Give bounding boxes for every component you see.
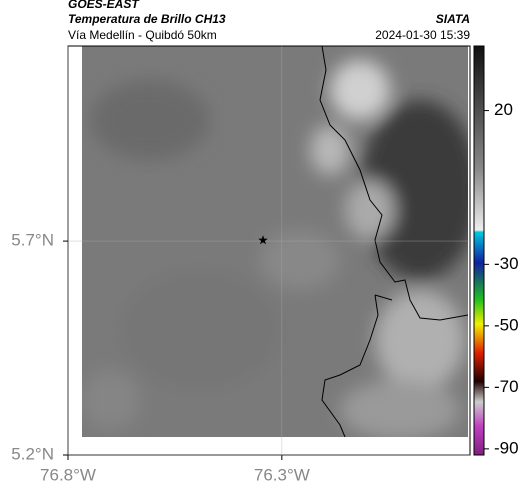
x-tick-label: 76.8°W <box>40 465 96 484</box>
y-tick-label: 5.2°N <box>11 444 54 463</box>
x-tick-label: 76.3°W <box>254 465 310 484</box>
location-marker <box>258 235 268 245</box>
colorbar-tick-label: -90 <box>494 438 519 457</box>
colorbar <box>473 45 485 456</box>
subtitle: Vía Medellín - Quibdó 50km <box>68 28 217 42</box>
colorbar-tick-label: -70 <box>494 377 519 396</box>
source: GOES-EAST <box>68 0 140 11</box>
agency: SIATA <box>436 12 470 26</box>
colorbar-tick-label: 20 <box>494 100 513 119</box>
colorbar-tick-label: -30 <box>494 254 519 273</box>
datetime: 2024-01-30 15:39 <box>375 28 470 42</box>
title: Temperatura de Brillo CH13 <box>68 12 226 26</box>
colorbar-tick-label: -50 <box>494 315 519 334</box>
satellite-image <box>82 46 468 437</box>
y-tick-label: 5.7°N <box>11 231 54 250</box>
